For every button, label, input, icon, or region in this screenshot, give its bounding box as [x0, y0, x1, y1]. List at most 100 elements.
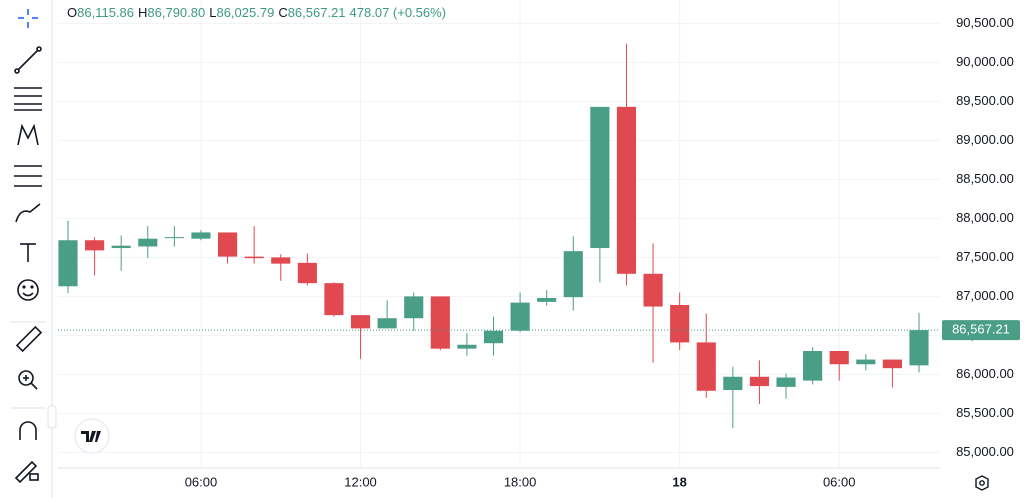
candle — [138, 226, 158, 259]
settings-button[interactable] — [975, 475, 989, 491]
candle-body — [829, 351, 849, 365]
candle-body — [217, 232, 238, 257]
candle-body — [882, 359, 902, 369]
trend-line-tool[interactable] — [14, 46, 42, 74]
candle-body — [670, 304, 690, 343]
candle — [803, 347, 823, 385]
candle — [510, 292, 530, 333]
magnet-tool[interactable] — [19, 421, 37, 440]
candle-body — [350, 315, 371, 329]
candle-body — [111, 245, 131, 249]
candle-body — [510, 302, 530, 331]
candle-body — [297, 262, 317, 284]
crosshair-tool[interactable] — [18, 9, 38, 28]
candle-body — [696, 342, 716, 391]
y-tick-label: 90,000.00 — [956, 54, 1014, 69]
y-tick-label: 87,500.00 — [956, 249, 1014, 264]
candle-body — [457, 344, 477, 349]
icon-tool[interactable] — [17, 279, 39, 301]
y-tick-label: 88,500.00 — [956, 171, 1014, 186]
candle — [590, 106, 610, 283]
last-price-label: 86,567.21 — [952, 322, 1010, 337]
toolbar — [10, 9, 46, 484]
candle — [377, 300, 397, 329]
candle — [191, 230, 211, 241]
candle — [244, 226, 264, 264]
candle-body — [856, 359, 876, 365]
candle — [616, 43, 637, 286]
candle-body — [563, 251, 583, 298]
candle — [111, 235, 131, 271]
ohlc-key: O — [67, 5, 78, 20]
candle — [58, 220, 78, 294]
candle — [404, 292, 424, 331]
candle-body — [430, 296, 450, 349]
candle — [483, 316, 504, 356]
candle — [643, 243, 663, 363]
candle — [457, 333, 477, 356]
lock-tool[interactable] — [14, 460, 39, 484]
candle-body — [271, 257, 291, 264]
candle-body — [723, 376, 743, 390]
candle-body — [616, 106, 637, 274]
candle — [670, 292, 690, 351]
candle-body — [537, 297, 557, 302]
forecast-tool[interactable] — [14, 165, 42, 187]
y-tick-label: 88,000.00 — [956, 210, 1014, 225]
candle — [882, 359, 902, 388]
y-tick-label: 87,000.00 — [956, 288, 1014, 303]
candle — [85, 237, 105, 276]
candle-body — [776, 377, 796, 387]
candle-body — [85, 240, 105, 251]
candle — [297, 253, 317, 286]
y-tick-label: 85,000.00 — [956, 444, 1014, 459]
candle-body — [590, 106, 610, 249]
ohlc-key: H — [138, 5, 148, 20]
candle-body — [244, 256, 264, 259]
candle — [350, 315, 371, 359]
pattern-tool[interactable] — [17, 123, 39, 146]
ohlc-key: C — [278, 5, 288, 20]
x-tick-label: 06:00 — [823, 474, 856, 489]
candle — [829, 351, 849, 381]
candle-body — [483, 330, 504, 344]
candle — [537, 290, 557, 306]
candle — [696, 313, 716, 398]
x-tick-label: 18:00 — [504, 474, 537, 489]
ruler-tool[interactable] — [15, 325, 43, 353]
candle — [776, 373, 796, 399]
brush-tool[interactable] — [15, 203, 41, 223]
last-price-box — [942, 320, 1020, 341]
candle-body — [643, 273, 663, 307]
candle-body — [138, 238, 158, 247]
candle-body — [404, 296, 424, 319]
y-tick-label: 90,500.00 — [956, 15, 1014, 30]
tv-logo — [74, 418, 110, 454]
x-tick-label: 18 — [672, 474, 686, 489]
ohlc-value: 86,567.21 — [287, 5, 346, 20]
candle-body — [164, 237, 184, 239]
candle — [271, 254, 291, 281]
collapse-button[interactable] — [47, 405, 57, 429]
ohlc-value: 86,790.80 — [147, 5, 206, 20]
fib-tool[interactable] — [14, 87, 42, 111]
candle-body — [377, 318, 397, 329]
text-tool[interactable] — [20, 243, 36, 262]
x-tick-label: 06:00 — [185, 474, 218, 489]
y-tick-label: 85,500.00 — [956, 405, 1014, 420]
zoom-tool[interactable] — [18, 370, 38, 390]
grid — [58, 0, 940, 468]
ohlc-key: L — [209, 5, 217, 20]
y-tick-label: 86,000.00 — [956, 366, 1014, 381]
candle — [164, 226, 184, 247]
price-change: 478.07 (+0.56%) — [349, 5, 447, 20]
candle — [856, 354, 876, 371]
candle-body — [191, 232, 211, 239]
y-tick-label: 89,000.00 — [956, 132, 1014, 147]
candle — [723, 366, 743, 429]
candle-body — [324, 283, 344, 316]
candle — [324, 282, 344, 317]
ohlc-header: O 86,115.86 H 86,790.80 L 86,025.79 C 86,567.21… — [67, 5, 450, 20]
